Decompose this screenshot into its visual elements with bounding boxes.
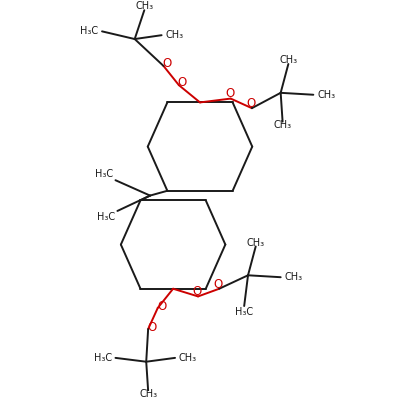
Text: O: O xyxy=(225,88,234,100)
Text: CH₃: CH₃ xyxy=(317,90,335,100)
Text: CH₃: CH₃ xyxy=(139,389,157,399)
Text: CH₃: CH₃ xyxy=(247,238,265,248)
Text: O: O xyxy=(193,285,202,298)
Text: H₃C: H₃C xyxy=(96,170,114,180)
Text: O: O xyxy=(246,97,255,110)
Text: H₃C: H₃C xyxy=(94,353,112,363)
Text: CH₃: CH₃ xyxy=(135,1,153,11)
Text: H₃C: H₃C xyxy=(80,26,98,36)
Text: H₃C: H₃C xyxy=(97,212,116,222)
Text: CH₃: CH₃ xyxy=(279,55,298,65)
Text: O: O xyxy=(147,321,157,334)
Text: O: O xyxy=(177,76,186,88)
Text: H₃C: H₃C xyxy=(235,307,253,317)
Text: O: O xyxy=(157,300,166,313)
Text: CH₃: CH₃ xyxy=(284,272,303,282)
Text: CH₃: CH₃ xyxy=(274,120,292,130)
Text: CH₃: CH₃ xyxy=(166,30,184,40)
Text: CH₃: CH₃ xyxy=(179,353,197,363)
Text: O: O xyxy=(214,278,223,291)
Text: O: O xyxy=(162,57,171,70)
